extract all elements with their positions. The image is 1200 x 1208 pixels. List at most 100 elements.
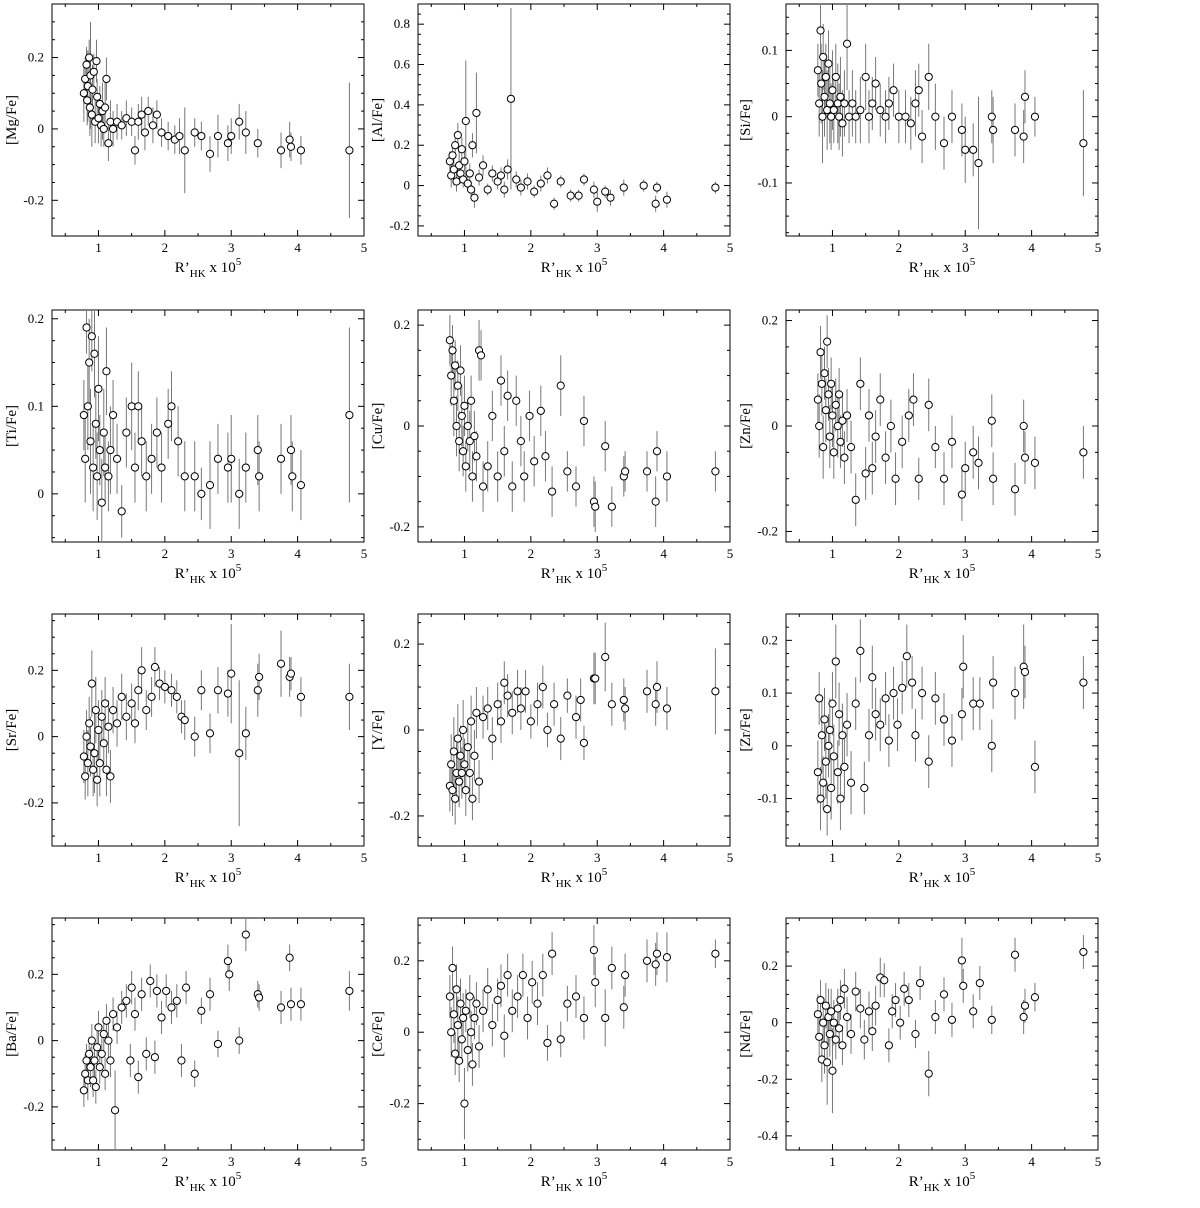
data-point [92, 57, 101, 66]
data-point [817, 731, 826, 740]
data-point [825, 432, 834, 441]
plot-frame [51, 309, 365, 543]
y-tick-label: 0.2 [394, 317, 410, 332]
data-point [285, 135, 294, 144]
data-point [205, 149, 215, 159]
data-point [914, 86, 923, 95]
data-point [819, 52, 828, 62]
data-point [1020, 92, 1030, 101]
data-point [533, 999, 542, 1008]
data-point [549, 199, 559, 208]
data-point [820, 715, 829, 724]
data-point [97, 712, 106, 721]
data-point [856, 379, 865, 388]
data-point [500, 678, 509, 687]
data-point [512, 396, 521, 405]
data-point [556, 381, 565, 390]
data-point [871, 1001, 880, 1010]
y-tick-label: 0 [404, 178, 411, 193]
data-point [891, 474, 900, 483]
data-point [989, 125, 998, 135]
data-point [528, 978, 537, 987]
y-axis-label: [Zn/Fe] [738, 403, 754, 449]
data-point [130, 1010, 140, 1019]
data-point [876, 105, 885, 115]
data-point [276, 1003, 286, 1012]
data-point [483, 185, 492, 194]
data-point [851, 987, 860, 996]
x-tick-label: 5 [361, 850, 368, 865]
data-point [472, 999, 481, 1008]
data-point [579, 175, 589, 184]
y-tick-label: 0 [404, 722, 411, 737]
data-point [911, 731, 920, 740]
x-tick-label: 1 [461, 546, 468, 561]
data-point [147, 692, 156, 701]
data-point [1079, 947, 1088, 957]
x-tick-label: 1 [829, 240, 836, 255]
plot-frame [785, 3, 1099, 237]
data-point [906, 119, 915, 128]
data-point [589, 185, 599, 194]
data-point [102, 367, 111, 376]
x-axis-label: R’HK x 105 [175, 1170, 242, 1194]
data-point [496, 717, 506, 726]
data-point [1030, 112, 1040, 121]
data-point [868, 464, 877, 473]
data-point [465, 437, 474, 446]
data-point [117, 1003, 126, 1012]
data-point [571, 992, 581, 1001]
data-point [833, 768, 842, 777]
data-point [470, 431, 479, 441]
x-tick-label: 2 [162, 546, 169, 561]
data-point [914, 474, 923, 483]
x-axis-label: R’HK x 105 [909, 1170, 976, 1194]
data-point [851, 112, 860, 121]
data-point [474, 1042, 484, 1051]
y-tick-label: 0.1 [762, 42, 778, 57]
x-tick-label: 1 [461, 850, 468, 865]
data-point [483, 462, 492, 471]
data-point [452, 177, 461, 186]
data-point [821, 1001, 830, 1010]
data-point [898, 683, 907, 692]
data-point [816, 995, 825, 1005]
data-point [296, 692, 306, 701]
data-point [856, 1004, 865, 1013]
data-point [453, 131, 462, 140]
y-tick-label: -0.4 [757, 1128, 778, 1143]
data-point [461, 116, 470, 126]
data-point [838, 119, 847, 128]
y-tick-label: 0.4 [394, 97, 411, 112]
subplot-3: 1 2 3 4 5 -0.1 0 0.1 [Si/Fe] R’HK x 105 [738, 3, 1102, 280]
data-point [97, 498, 106, 507]
data-point [864, 731, 874, 740]
data-point [591, 978, 600, 987]
data-point [815, 1032, 824, 1041]
data-point [516, 183, 525, 192]
data-point [253, 686, 262, 695]
data-point [493, 995, 502, 1005]
x-tick-label: 2 [162, 1154, 169, 1169]
data-point [840, 984, 849, 993]
y-tick-label: -0.2 [389, 218, 410, 233]
data-point [235, 489, 244, 498]
data-point [549, 700, 559, 709]
data-point [821, 757, 830, 766]
data-point [829, 1018, 838, 1027]
y-axis-label: [Si/Fe] [738, 99, 754, 141]
x-tick-label: 5 [1095, 240, 1102, 255]
y-tick-label: -0.1 [757, 791, 778, 806]
data-point [508, 1006, 517, 1015]
x-tick-label: 1 [829, 546, 836, 561]
data-point [449, 747, 458, 756]
data-point [108, 124, 118, 134]
data-point [467, 717, 476, 726]
x-tick-label: 3 [594, 546, 601, 561]
data-point [93, 92, 102, 101]
data-point [711, 183, 720, 192]
data-point [891, 995, 900, 1005]
data-point [213, 131, 223, 141]
x-tick-label: 1 [461, 1154, 468, 1169]
data-point [820, 92, 829, 101]
